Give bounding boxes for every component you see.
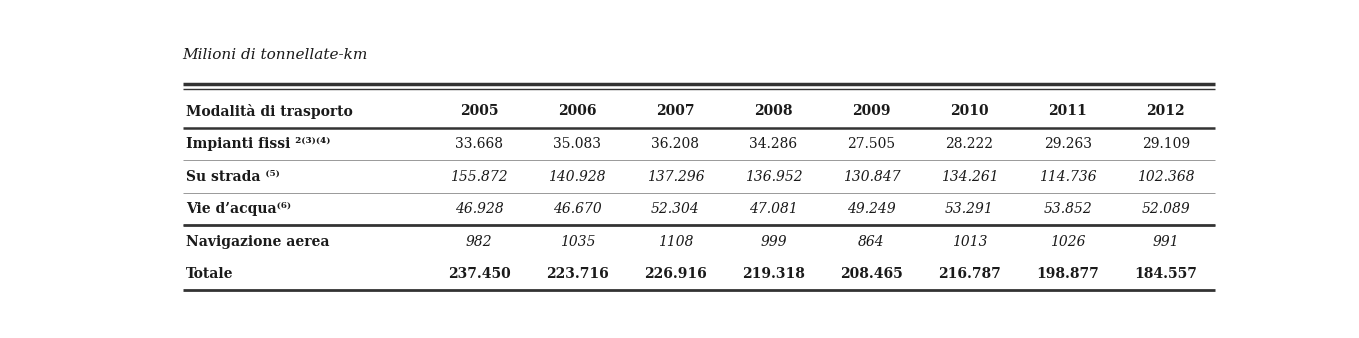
Text: 219.318: 219.318: [742, 267, 805, 281]
Text: Navigazione aerea: Navigazione aerea: [186, 235, 329, 249]
Text: 155.872: 155.872: [450, 170, 508, 184]
Text: 46.928: 46.928: [455, 202, 504, 216]
Text: 864: 864: [858, 235, 885, 249]
Text: 223.716: 223.716: [546, 267, 609, 281]
Text: Totale: Totale: [186, 267, 234, 281]
Text: 982: 982: [466, 235, 492, 249]
Text: 2010: 2010: [950, 104, 989, 119]
Text: 52.304: 52.304: [651, 202, 700, 216]
Text: 1108: 1108: [658, 235, 693, 249]
Text: 2005: 2005: [459, 104, 499, 119]
Text: 140.928: 140.928: [549, 170, 606, 184]
Text: 184.557: 184.557: [1135, 267, 1197, 281]
Text: 29.263: 29.263: [1044, 137, 1091, 151]
Text: Milioni di tonnellate-km: Milioni di tonnellate-km: [182, 48, 368, 63]
Text: 134.261: 134.261: [940, 170, 999, 184]
Text: 226.916: 226.916: [644, 267, 707, 281]
Text: 237.450: 237.450: [448, 267, 511, 281]
Text: 27.505: 27.505: [848, 137, 896, 151]
Text: Su strada ⁽⁵⁾: Su strada ⁽⁵⁾: [186, 170, 280, 184]
Text: 991: 991: [1152, 235, 1180, 249]
Text: 137.296: 137.296: [647, 170, 704, 184]
Text: 999: 999: [760, 235, 787, 249]
Text: 35.083: 35.083: [553, 137, 601, 151]
Text: 1026: 1026: [1051, 235, 1086, 249]
Text: Modalità di trasporto: Modalità di trasporto: [186, 104, 352, 119]
Text: 2008: 2008: [754, 104, 792, 119]
Text: 1013: 1013: [951, 235, 987, 249]
Text: Vie d’acqua⁽⁶⁾: Vie d’acqua⁽⁶⁾: [186, 202, 291, 216]
Text: 29.109: 29.109: [1142, 137, 1189, 151]
Text: 28.222: 28.222: [946, 137, 993, 151]
Text: 36.208: 36.208: [651, 137, 700, 151]
Text: 53.852: 53.852: [1044, 202, 1093, 216]
Text: 53.291: 53.291: [945, 202, 993, 216]
Text: 47.081: 47.081: [749, 202, 798, 216]
Text: 46.670: 46.670: [553, 202, 602, 216]
Text: 34.286: 34.286: [749, 137, 798, 151]
Text: 52.089: 52.089: [1142, 202, 1190, 216]
Text: 198.877: 198.877: [1036, 267, 1099, 281]
Text: 114.736: 114.736: [1038, 170, 1097, 184]
Text: 1035: 1035: [560, 235, 595, 249]
Text: 102.368: 102.368: [1137, 170, 1195, 184]
Text: 2006: 2006: [559, 104, 597, 119]
Text: Impianti fissi ²⁽³⁾⁽⁴⁾: Impianti fissi ²⁽³⁾⁽⁴⁾: [186, 137, 330, 151]
Text: 2012: 2012: [1147, 104, 1185, 119]
Text: 2009: 2009: [852, 104, 890, 119]
Text: 136.952: 136.952: [745, 170, 802, 184]
Text: 49.249: 49.249: [847, 202, 896, 216]
Text: 2007: 2007: [656, 104, 694, 119]
Text: 216.787: 216.787: [938, 267, 1002, 281]
Text: 130.847: 130.847: [843, 170, 900, 184]
Text: 208.465: 208.465: [840, 267, 902, 281]
Text: 2011: 2011: [1048, 104, 1087, 119]
Text: 33.668: 33.668: [455, 137, 503, 151]
